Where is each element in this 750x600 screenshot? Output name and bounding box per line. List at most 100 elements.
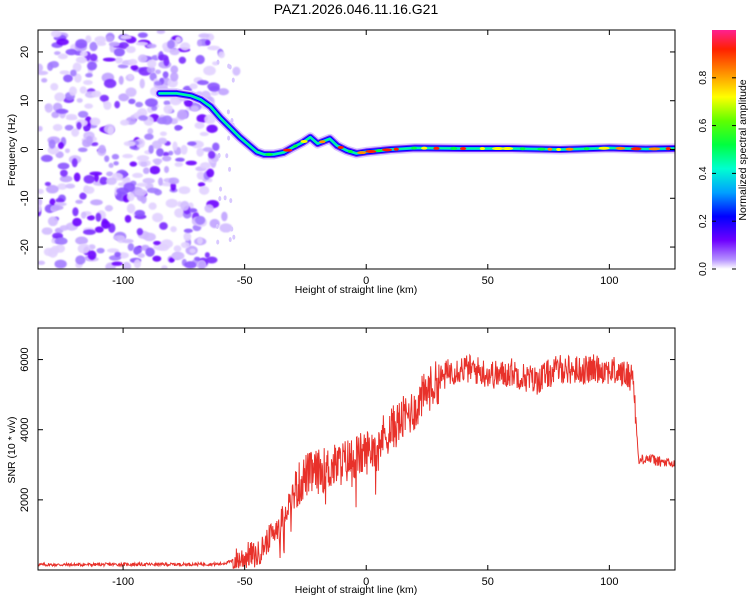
noise-speckle [171,251,185,261]
snr-xtick-label: -100 [112,576,134,588]
noise-speckle [108,41,120,47]
noise-speckle [178,186,191,195]
noise-speckle [54,237,68,245]
noise-speckle [38,260,46,266]
noise-speckle [41,77,48,83]
noise-speckle [174,208,185,218]
noise-speckle [175,157,185,162]
ridge-hotspot [665,147,671,151]
noise-speckle [218,196,222,202]
noise-speckle [197,182,206,187]
noise-speckle [207,150,216,159]
noise-speckle [102,57,116,62]
noise-speckle [231,77,235,83]
noise-speckle [196,39,203,47]
noise-speckle [232,234,236,240]
snr-axes: -100 -50 0 50 100 2000 4000 6000 [19,328,675,588]
noise-speckle [137,32,148,38]
noise-speckle [45,184,59,194]
noise-speckle [83,185,90,193]
noise-speckle [152,212,164,223]
noise-speckle [180,241,190,249]
colorbar-ticks: 0.0 0.2 0.4 0.6 0.8 [698,70,736,276]
noise-speckle [162,155,172,162]
noise-speckle [83,80,93,85]
snr-ytick-label: 4000 [19,417,31,441]
noise-speckle [105,177,117,185]
noise-speckle [163,104,173,114]
noise-speckle [41,227,53,235]
noise-speckle [174,161,184,167]
noise-speckle [134,209,146,217]
noise-speckle [212,142,220,152]
noise-speckle [79,86,87,94]
noise-speckle [84,103,94,109]
noise-speckle [83,174,95,184]
noise-speckle [136,155,150,162]
noise-speckle [49,198,56,206]
spectrogram-ylabel: Frequency (Hz) [6,114,18,186]
noise-speckle [89,117,101,126]
noise-speckle [103,101,112,110]
spectrogram-ytick-label: -10 [19,190,31,206]
noise-speckle [126,203,136,214]
noise-speckle [50,83,59,91]
noise-speckle [54,259,67,269]
noise-speckle [91,90,102,98]
noise-speckle [198,33,210,39]
noise-speckle [175,36,182,43]
ridge-hotspot [283,148,293,152]
noise-speckle [105,35,114,43]
noise-speckle [38,125,43,132]
ridge-hotspot [519,147,526,151]
noise-speckle [197,80,209,86]
noise-speckle [136,227,144,236]
noise-speckle [95,212,102,222]
noise-speckle [101,220,111,229]
noise-speckle [215,223,219,229]
figure-title: PAZ1.2026.046.11.16.G21 [274,1,439,17]
noise-speckle [116,187,129,195]
ridge-hotspot [357,151,367,155]
noise-speckle [99,176,109,185]
noise-speckle [69,69,77,77]
noise-speckle [207,45,220,51]
ridge-hotspot [337,145,344,149]
noise-speckle [219,186,223,192]
noise-speckle [108,162,114,168]
noise-speckle [142,177,155,184]
noise-speckle [60,169,68,177]
noise-speckle [206,168,215,178]
noise-speckle [125,87,137,97]
noise-speckle [180,144,188,155]
noise-speckle [50,205,64,211]
noise-speckle [135,101,144,108]
noise-speckle [38,197,43,207]
noise-speckle [65,115,78,121]
noise-speckle [99,94,109,102]
noise-speckle [144,98,158,108]
noise-speckle [163,57,170,67]
noise-speckle [96,247,105,254]
noise-speckle [43,247,54,257]
noise-speckle [120,35,132,40]
noise-speckle [127,73,134,80]
ridge-hotspot [630,147,642,151]
spectrogram-xtick-label: 50 [482,275,494,287]
noise-speckle [219,223,233,233]
noise-speckle [155,69,161,75]
noise-speckle [122,261,132,269]
colorbar-gradient [712,30,736,269]
noise-speckle [178,56,187,64]
noise-speckle [59,175,73,183]
noise-speckle [202,147,214,152]
noise-speckle [196,147,204,157]
ridge-hotspot [365,149,377,153]
noise-speckle [185,160,197,166]
noise-speckle [47,216,59,227]
noise-speckle [76,121,82,130]
noise-speckle [189,248,196,254]
noise-speckle [73,172,81,182]
noise-speckle [228,64,232,70]
noise-speckle [48,139,56,149]
